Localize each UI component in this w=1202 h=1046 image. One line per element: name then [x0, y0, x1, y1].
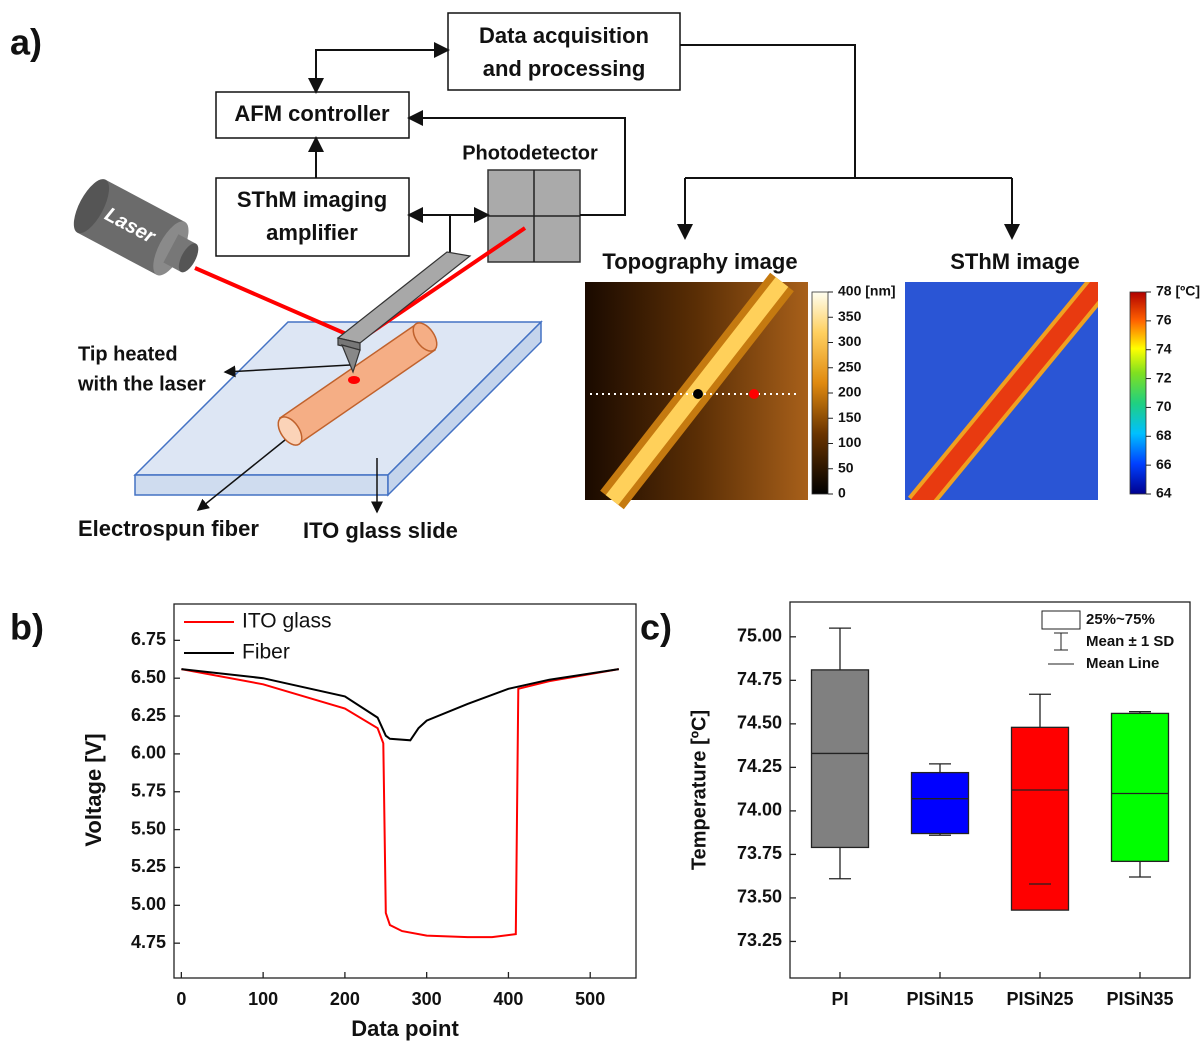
node-text: Data acquisition: [479, 23, 649, 48]
node-text: amplifier: [266, 220, 358, 245]
y-tick-label: 5.25: [131, 856, 166, 876]
colorbar-label: 100: [838, 434, 862, 450]
colorbar-label: 68: [1156, 427, 1172, 443]
box: [1012, 727, 1069, 910]
annotation: Tip heated: [78, 343, 178, 365]
y-tick-label: 74.75: [737, 669, 782, 689]
figure: a) Data acquisition and processing AFM c…: [0, 0, 1202, 1046]
colorbar-label: 200: [838, 384, 862, 400]
colorbar-label: 66: [1156, 456, 1172, 472]
x-tick-label: 0: [176, 989, 186, 1009]
colorbar-label: 150: [838, 409, 862, 425]
image-title: SThM image: [950, 249, 1080, 274]
panel-label: c): [640, 607, 672, 648]
x-tick-label: PISiN15: [906, 989, 973, 1009]
x-tick-label: PISiN35: [1106, 989, 1173, 1009]
series-line: [181, 669, 618, 740]
x-axis-title: Data point: [351, 1016, 459, 1041]
box: [1112, 713, 1169, 861]
box: [812, 670, 869, 848]
image-title: Topography image: [602, 249, 797, 274]
y-tick-label: 5.00: [131, 894, 166, 914]
x-tick-label: PI: [831, 989, 848, 1009]
legend-label: Mean Line: [1086, 655, 1159, 672]
heated-spot: [348, 376, 360, 384]
x-tick-label: 300: [412, 989, 442, 1009]
x-tick-label: 100: [248, 989, 278, 1009]
colorbar-label: 70: [1156, 398, 1172, 414]
y-tick-label: 74.25: [737, 756, 782, 776]
y-tick-label: 5.75: [131, 781, 166, 801]
colorbar: [812, 292, 828, 494]
y-tick-label: 6.50: [131, 667, 166, 687]
colorbar-label: 250: [838, 358, 862, 374]
legend-swatch: [1054, 633, 1068, 650]
y-tick-label: 73.75: [737, 843, 782, 863]
annotation: with the laser: [77, 373, 206, 395]
node-text: and processing: [483, 56, 646, 81]
legend-label: ITO glass: [242, 610, 331, 633]
colorbar-label: 72: [1156, 369, 1172, 385]
node-text: Photodetector: [462, 142, 598, 164]
colorbar-label: 74: [1156, 340, 1172, 356]
legend-label: 25%~75%: [1086, 611, 1155, 628]
y-axis-title: Temperature [ºC]: [688, 710, 710, 870]
x-tick-label: 500: [575, 989, 605, 1009]
legend-label: Fiber: [242, 641, 290, 664]
colorbar-label: 78 [ºC]: [1156, 283, 1200, 299]
y-tick-label: 74.00: [737, 800, 782, 820]
colorbar-label: 300: [838, 333, 862, 349]
y-tick-label: 4.75: [131, 932, 166, 952]
colorbar-label: 0: [838, 485, 846, 501]
series-line: [181, 669, 618, 937]
colorbar-label: 350: [838, 308, 862, 324]
colorbar-label: 50: [838, 459, 854, 475]
colorbar: [1130, 292, 1146, 494]
node-text: AFM controller: [234, 101, 390, 126]
laser: Laser: [67, 174, 209, 288]
y-tick-label: 74.50: [737, 713, 782, 733]
x-tick-label: 200: [330, 989, 360, 1009]
annotation: Electrospun fiber: [78, 516, 259, 541]
x-tick-label: 400: [493, 989, 523, 1009]
annotation: ITO glass slide: [303, 518, 458, 543]
y-tick-label: 75.00: [737, 626, 782, 646]
colorbar-label: 64: [1156, 485, 1172, 501]
y-axis-title: Voltage [V]: [81, 733, 106, 846]
probe-point: [749, 389, 759, 399]
y-tick-label: 5.50: [131, 818, 166, 838]
panel-label: b): [10, 607, 44, 648]
node-text: SThM imaging: [237, 187, 387, 212]
box: [912, 773, 969, 834]
colorbar-label: 76: [1156, 312, 1172, 328]
y-tick-label: 6.25: [131, 705, 166, 725]
y-tick-label: 73.25: [737, 930, 782, 950]
y-tick-label: 6.00: [131, 743, 166, 763]
x-tick-label: PISiN25: [1006, 989, 1073, 1009]
panel-label: a): [10, 22, 42, 63]
legend-label: Mean ± 1 SD: [1086, 633, 1174, 650]
colorbar-label: 400 [nm]: [838, 283, 896, 299]
y-tick-label: 73.50: [737, 887, 782, 907]
legend-swatch: [1042, 611, 1080, 629]
probe-point: [693, 389, 703, 399]
y-tick-label: 6.75: [131, 629, 166, 649]
